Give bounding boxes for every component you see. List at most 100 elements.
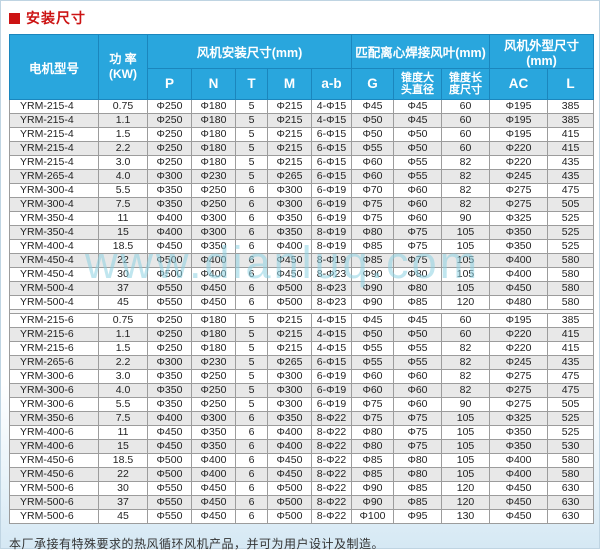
table-cell: 4-Φ15 (311, 341, 352, 356)
table-row: YRM-400-4 18.5 Φ450 Φ350 6 Φ400 8-Φ19 Φ85 Φ75 105… (9, 239, 595, 254)
table-cell: 37 (98, 495, 148, 510)
table-row: YRM-300-6 4.0 Φ350 Φ250 5 Φ300 6-Φ19 Φ60 Φ60 82 Φ2… (9, 383, 595, 398)
table-cell: 8-Φ22 (311, 439, 352, 454)
table-cell: 6-Φ15 (311, 169, 352, 184)
table-cell: Φ245 (489, 169, 549, 184)
table-cell: 6-Φ19 (311, 383, 352, 398)
cell-model: YRM-450-6 (9, 467, 99, 482)
table-cell: 6-Φ15 (311, 127, 352, 142)
table-cell: 45 (98, 509, 148, 524)
table-cell: Φ250 (191, 197, 236, 212)
table-cell: 6 (235, 411, 268, 426)
table-cell: Φ195 (489, 313, 549, 328)
table-cell: Φ45 (393, 313, 442, 328)
table-cell: Φ500 (267, 495, 312, 510)
table-cell: 8-Φ22 (311, 425, 352, 440)
table-cell: Φ250 (147, 313, 192, 328)
table-cell: Φ400 (267, 439, 312, 454)
table-cell: Φ400 (147, 211, 192, 226)
table-cell: Φ75 (393, 411, 442, 426)
table-cell: Φ250 (191, 369, 236, 384)
cell-model: YRM-300-4 (9, 183, 99, 198)
cell-model: YRM-215-4 (9, 141, 99, 156)
header-power-line1: 功 率 (109, 52, 137, 66)
table-cell: 630 (547, 495, 595, 510)
table-cell: Φ550 (147, 495, 192, 510)
table-cell: 18.5 (98, 453, 148, 468)
table-cell: Φ50 (393, 127, 442, 142)
table-cell: Φ450 (267, 267, 312, 282)
table-cell: 15 (98, 439, 148, 454)
cell-model: YRM-215-4 (9, 155, 99, 170)
table-cell: Φ450 (191, 281, 236, 296)
table-cell: 5 (235, 355, 268, 370)
table-cell: 435 (547, 155, 595, 170)
table-cell: 8-Φ22 (311, 411, 352, 426)
table-cell: 105 (440, 453, 491, 468)
table-cell: 415 (547, 127, 595, 142)
table-row: YRM-215-4 0.75 Φ250 Φ180 5 Φ215 4-Φ15 Φ45 Φ45 60 Φ… (9, 99, 595, 114)
table-cell: Φ70 (351, 183, 394, 198)
table-row: YRM-350-6 7.5 Φ400 Φ300 6 Φ350 8-Φ22 Φ75 Φ75 105 Φ… (9, 411, 595, 426)
table-cell: 6-Φ15 (311, 355, 352, 370)
table-cell: 11 (98, 211, 148, 226)
table-cell: Φ500 (267, 481, 312, 496)
table-cell: 8-Φ23 (311, 281, 352, 296)
table-cell: Φ80 (351, 225, 394, 240)
table-cell: Φ220 (489, 341, 549, 356)
table-cell: Φ80 (393, 453, 442, 468)
table-cell: Φ300 (267, 397, 312, 412)
table-cell: Φ90 (351, 267, 394, 282)
table-cell: Φ250 (147, 141, 192, 156)
cell-model: YRM-265-6 (9, 355, 99, 370)
table-cell: Φ500 (147, 453, 192, 468)
table-cell: 82 (440, 341, 491, 356)
table-cell: Φ350 (191, 425, 236, 440)
header-motor-model: 电机型号 (9, 34, 99, 100)
table-cell: 5 (235, 341, 268, 356)
table-cell: 4-Φ15 (311, 327, 352, 342)
table-cell: Φ250 (147, 99, 192, 114)
table-cell: 525 (547, 239, 595, 254)
cell-model: YRM-300-6 (9, 383, 99, 398)
cell-model: YRM-300-6 (9, 369, 99, 384)
table-cell: Φ215 (267, 127, 312, 142)
table-cell: 105 (440, 267, 491, 282)
header-col-n: N (191, 68, 236, 100)
table-cell: Φ400 (191, 253, 236, 268)
table-cell: 8-Φ19 (311, 239, 352, 254)
table-cell: 6 (235, 239, 268, 254)
table-cell: 1.5 (98, 341, 148, 356)
table-cell: Φ75 (351, 197, 394, 212)
table-cell: Φ45 (393, 113, 442, 128)
table-cell: Φ250 (147, 113, 192, 128)
cell-model: YRM-350-4 (9, 211, 99, 226)
table-cell: Φ500 (267, 295, 312, 310)
table-cell: 5 (235, 397, 268, 412)
table-cell: Φ180 (191, 327, 236, 342)
table-cell: Φ75 (351, 411, 394, 426)
table-cell: Φ50 (393, 141, 442, 156)
table-cell: Φ275 (489, 369, 549, 384)
table-cell: Φ60 (393, 369, 442, 384)
table-cell: Φ215 (267, 99, 312, 114)
table-cell: Φ450 (191, 509, 236, 524)
table-cell: 415 (547, 341, 595, 356)
table-cell: 630 (547, 481, 595, 496)
table-cell: 435 (547, 169, 595, 184)
table-cell: 6 (235, 509, 268, 524)
header-power: 功 率 (KW) (98, 34, 148, 100)
table-cell: Φ75 (393, 239, 442, 254)
table-cell: Φ500 (147, 467, 192, 482)
table-cell: Φ55 (351, 341, 394, 356)
table-cell: Φ220 (489, 327, 549, 342)
table-cell: Φ250 (147, 127, 192, 142)
header-col-a-b: a-b (311, 68, 352, 100)
table-cell: 60 (440, 141, 491, 156)
table-row: YRM-215-4 2.2 Φ250 Φ180 5 Φ215 6-Φ15 Φ55 Φ50 60 Φ2… (9, 141, 595, 156)
table-cell: 8-Φ22 (311, 453, 352, 468)
table-cell: 2.2 (98, 141, 148, 156)
table-row: YRM-500-6 45 Φ550 Φ450 6 Φ500 8-Φ22 Φ100 Φ95 130 Φ… (9, 509, 595, 524)
table-cell: Φ55 (393, 169, 442, 184)
table-cell: Φ450 (191, 481, 236, 496)
